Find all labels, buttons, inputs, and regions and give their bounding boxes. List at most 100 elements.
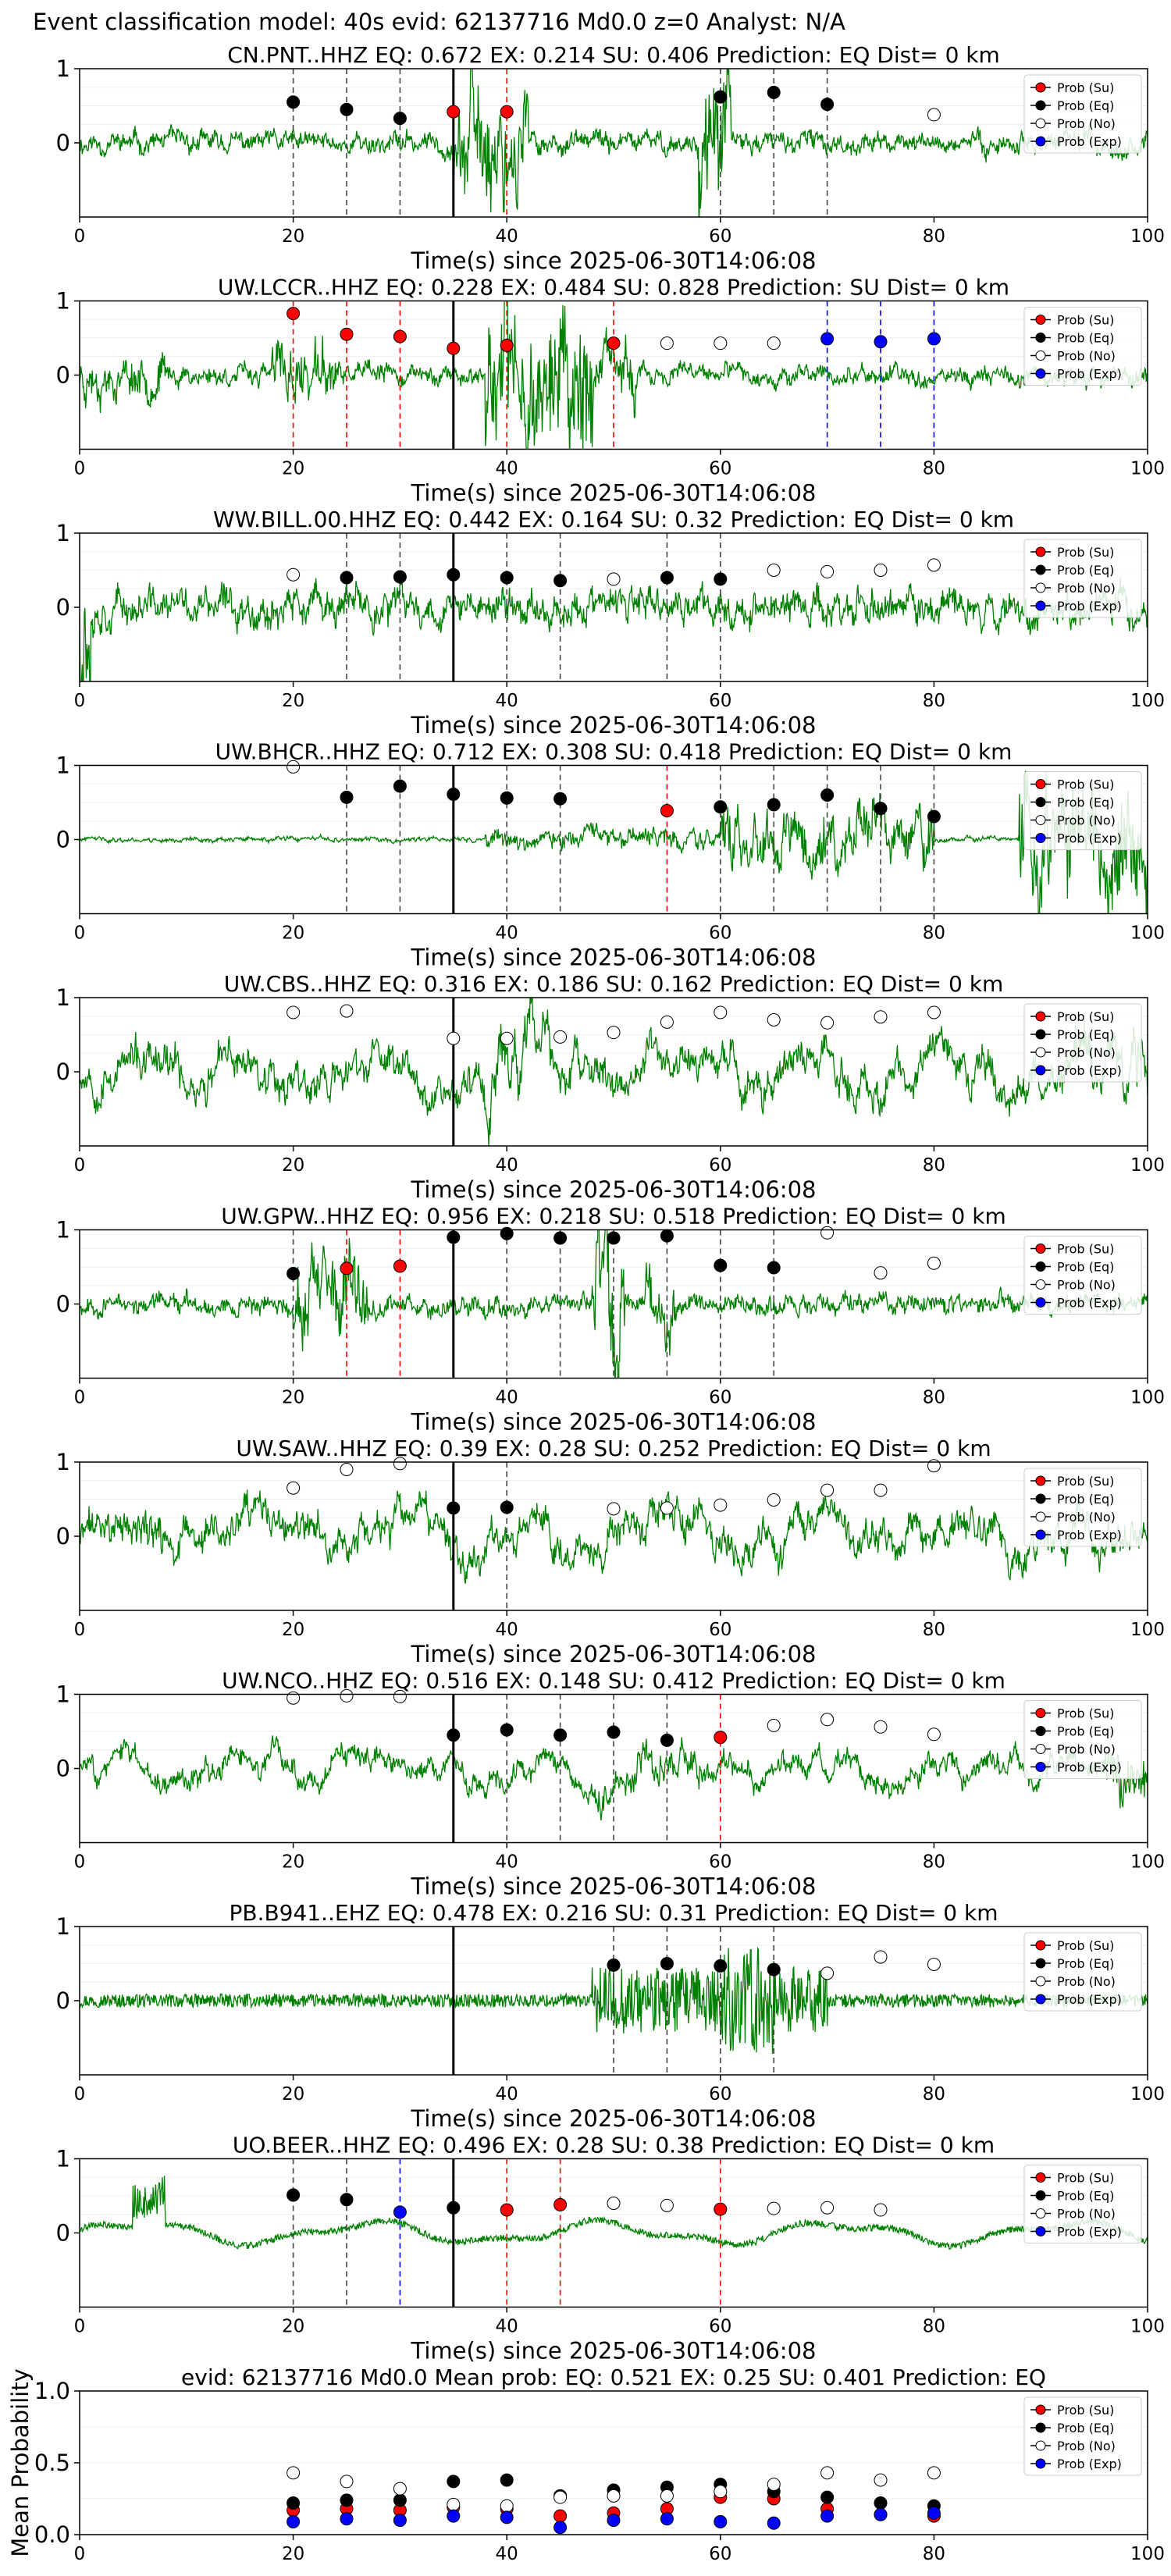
- mean-prob-point-no: [393, 2482, 407, 2496]
- x-axis-label: Time(s) since 2025-06-30T14:06:08: [411, 1873, 817, 1900]
- y-tick-label: 0: [56, 1756, 70, 1782]
- mean-prob-point-no: [553, 2490, 568, 2504]
- panel-2: UW.LCCR..HHZ EQ: 0.228 EX: 0.484 SU: 0.8…: [56, 275, 1165, 507]
- window-probability-marker-eq: [287, 2188, 301, 2202]
- window-probability-marker-no: [660, 336, 674, 350]
- legend-marker-su: [1035, 1244, 1046, 1254]
- legend-label-exp: Prob (Exp): [1057, 134, 1122, 149]
- legend-marker-no: [1035, 1976, 1046, 1987]
- legend-label-eq: Prob (Eq): [1057, 98, 1114, 113]
- seismic-trace: [80, 1489, 1148, 1584]
- x-tick-label: 60: [709, 1388, 731, 1408]
- window-probability-marker-eq: [393, 779, 407, 793]
- window-probability-marker-eq: [553, 792, 568, 806]
- window-probability-marker-no: [767, 2201, 781, 2215]
- x-tick-label: 40: [496, 459, 518, 479]
- legend-marker-exp: [1035, 1762, 1046, 1772]
- legend-marker-eq: [1035, 1493, 1046, 1504]
- x-tick-label: 40: [496, 1620, 518, 1640]
- y-tick-label: 1: [56, 2146, 70, 2172]
- mean-prob-point-exp: [500, 2510, 514, 2524]
- legend-box: [1023, 1236, 1142, 1315]
- legend-label-no: Prob (No): [1057, 1510, 1116, 1525]
- y-tick-label: 1: [56, 984, 70, 1011]
- seismic-trace: [80, 2176, 1148, 2250]
- legend-label-su: Prob (Su): [1057, 1009, 1114, 1024]
- x-tick-label: 20: [282, 1388, 304, 1408]
- y-tick-label: 0: [56, 1291, 70, 1318]
- window-probability-marker-eq: [607, 1958, 621, 1972]
- window-probability-marker-eq: [393, 570, 407, 584]
- legend-label-eq: Prob (Eq): [1057, 1724, 1114, 1739]
- x-tick-label: 80: [923, 923, 945, 944]
- legend-box: [1023, 771, 1142, 850]
- legend-label-no: Prob (No): [1057, 116, 1116, 131]
- window-probability-marker-su: [287, 307, 301, 321]
- x-tick-label: 100: [1130, 1852, 1165, 1873]
- window-probability-marker-su: [500, 339, 514, 352]
- window-probability-marker-eq: [447, 568, 461, 582]
- x-tick-label: 100: [1130, 226, 1165, 247]
- legend-label-su: Prob (Su): [1057, 777, 1114, 792]
- window-probability-marker-no: [820, 1713, 835, 1727]
- x-tick-label: 0: [74, 691, 86, 711]
- window-probability-marker-eq: [660, 571, 674, 585]
- x-axis-label: Time(s) since 2025-06-30T14:06:08: [411, 247, 817, 274]
- window-probability-marker-eq: [714, 572, 728, 586]
- window-probability-marker-no: [714, 336, 728, 350]
- legend-label-eq: Prob (Eq): [1057, 1492, 1114, 1507]
- window-probability-marker-eq: [820, 98, 835, 112]
- x-tick-label: 80: [923, 2544, 945, 2564]
- y-tick-label: 1: [56, 1913, 70, 1940]
- mean-prob-point-exp: [714, 2514, 728, 2528]
- legend-marker-exp: [1035, 1994, 1046, 2005]
- x-tick-label: 60: [709, 1620, 731, 1640]
- window-probability-marker-su: [714, 1731, 728, 1745]
- y-tick-label: 0: [56, 1987, 70, 2014]
- legend-label-su: Prob (Su): [1057, 1474, 1114, 1489]
- x-tick-label: 40: [496, 923, 518, 944]
- panel-title: UW.LCCR..HHZ EQ: 0.228 EX: 0.484 SU: 0.8…: [218, 275, 1009, 301]
- panel-1: CN.PNT..HHZ EQ: 0.672 EX: 0.214 SU: 0.40…: [56, 42, 1165, 274]
- window-probability-marker-no: [927, 1459, 941, 1473]
- mean-prob-point-exp: [340, 2512, 354, 2526]
- panels: CN.PNT..HHZ EQ: 0.672 EX: 0.214 SU: 0.40…: [7, 42, 1165, 2564]
- x-tick-label: 20: [282, 1852, 304, 1873]
- window-probability-marker-no: [660, 2198, 674, 2212]
- window-probability-marker-no: [767, 1718, 781, 1732]
- mean-prob-point-no: [820, 2466, 835, 2480]
- window-probability-marker-no: [820, 1966, 835, 1980]
- legend-box: [1023, 1003, 1142, 1083]
- legend-label-no: Prob (No): [1057, 1974, 1116, 1989]
- window-probability-marker-no: [714, 1005, 728, 1019]
- mean-prob-point-exp: [660, 2512, 674, 2526]
- window-probability-marker-no: [767, 336, 781, 350]
- window-probability-marker-no: [927, 1727, 941, 1742]
- legend-label-eq: Prob (Eq): [1057, 331, 1114, 346]
- window-probability-marker-no: [393, 1689, 407, 1703]
- y-tick-label: 0: [56, 594, 70, 621]
- panel-4: UW.BHCR..HHZ EQ: 0.712 EX: 0.308 SU: 0.4…: [56, 739, 1165, 971]
- mean-prob-point-exp: [927, 2506, 941, 2520]
- x-axis-label: Time(s) since 2025-06-30T14:06:08: [411, 480, 817, 507]
- legend-label-eq: Prob (Eq): [1057, 563, 1114, 578]
- mean-prob-point-eq: [820, 2490, 835, 2504]
- x-tick-label: 100: [1130, 1388, 1165, 1408]
- legend-box: [1023, 2165, 1142, 2243]
- x-tick-label: 60: [709, 226, 731, 247]
- window-probability-marker-no: [714, 1498, 728, 1512]
- y-tick-label: 1: [56, 1449, 70, 1475]
- window-probability-marker-su: [714, 2202, 728, 2216]
- legend-marker-su: [1035, 2172, 1046, 2183]
- window-probability-marker-su: [607, 336, 621, 350]
- y-tick-label: 0: [56, 130, 70, 156]
- mean-prob-point-exp: [447, 2509, 461, 2523]
- x-tick-label: 20: [282, 226, 304, 247]
- legend-label-su: Prob (Su): [1057, 2171, 1114, 2186]
- x-tick-label: 0: [74, 1155, 86, 1176]
- panel-3: WW.BILL.00.HHZ EQ: 0.442 EX: 0.164 SU: 0…: [56, 507, 1165, 738]
- window-probability-marker-no: [660, 1501, 674, 1515]
- window-probability-marker-no: [340, 1463, 354, 1476]
- x-tick-label: 100: [1130, 691, 1165, 711]
- window-probability-marker-exp: [393, 2205, 407, 2219]
